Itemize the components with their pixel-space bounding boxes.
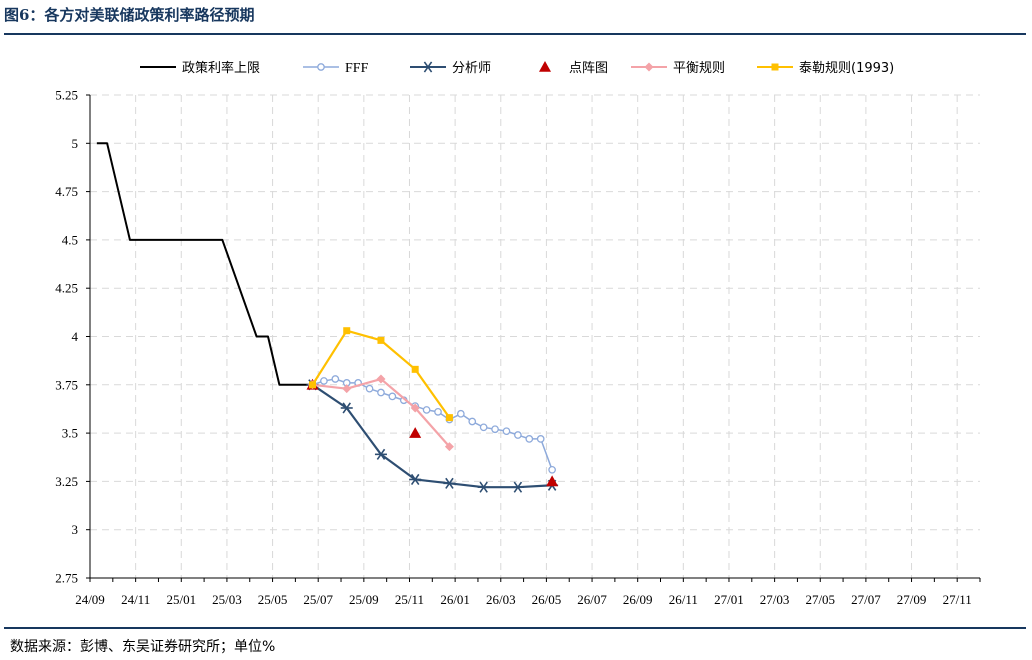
data-point xyxy=(434,407,442,416)
data-point xyxy=(444,442,454,452)
data-point xyxy=(443,477,456,489)
series xyxy=(96,142,313,386)
data-point xyxy=(548,465,556,474)
x-tick-label: 27/05 xyxy=(805,592,835,607)
x-tick-label: 25/11 xyxy=(395,592,424,607)
y-tick-label: 4.75 xyxy=(55,184,78,199)
legend-label: 点阵图 xyxy=(569,61,608,76)
series xyxy=(309,327,453,422)
legend-marker xyxy=(317,63,325,71)
data-point xyxy=(388,392,397,401)
legend-item: 政策利率上限 xyxy=(140,60,260,76)
data-point xyxy=(422,406,431,414)
data-point xyxy=(445,414,453,422)
data-point xyxy=(342,384,352,394)
data-point xyxy=(411,365,419,373)
legend-marker xyxy=(539,61,551,72)
x-tick-label: 26/11 xyxy=(669,592,698,607)
x-tick-label: 27/07 xyxy=(851,592,881,607)
data-point xyxy=(343,327,351,335)
figure-title: 图6：各方对美联储政策利率路径预期 xyxy=(4,6,255,24)
legend-marker xyxy=(422,61,434,73)
x-tick-label: 27/03 xyxy=(760,592,790,607)
y-tick-label: 3.5 xyxy=(62,426,78,441)
x-tick-label: 27/11 xyxy=(943,592,972,607)
y-tick-label: 4.25 xyxy=(55,281,78,296)
x-tick-label: 26/01 xyxy=(440,592,470,607)
x-tick-label: 25/07 xyxy=(303,592,333,607)
data-point xyxy=(320,377,328,385)
data-point xyxy=(468,417,477,426)
data-point xyxy=(365,384,374,393)
top-rule xyxy=(4,33,1026,35)
data-point xyxy=(456,409,465,418)
legend-marker xyxy=(644,62,654,72)
data-point xyxy=(309,381,316,389)
data-point xyxy=(377,388,385,397)
y-tick-label: 2.75 xyxy=(55,571,78,586)
source-note: 数据来源：彭博、东吴证券研究所；单位% xyxy=(10,639,276,655)
x-tick-label: 25/05 xyxy=(258,592,288,607)
x-tick-label: 27/01 xyxy=(714,592,744,607)
data-point xyxy=(477,481,490,493)
y-tick-label: 4.5 xyxy=(62,232,78,247)
series-line xyxy=(96,142,313,386)
data-point xyxy=(502,427,511,436)
legend-item: 平衡规则 xyxy=(631,61,725,76)
gridlines xyxy=(89,94,980,578)
x-tick-label: 25/09 xyxy=(349,592,379,607)
legend-item: 点阵图 xyxy=(539,61,608,76)
legend-marker xyxy=(771,63,779,71)
y-tick-label: 3 xyxy=(72,522,79,537)
x-tick-label: 24/11 xyxy=(121,592,150,607)
legend-label: FFF xyxy=(345,61,369,76)
legend-item: FFF xyxy=(303,61,369,76)
data-point xyxy=(374,448,387,460)
y-tick-label: 3.25 xyxy=(55,474,78,489)
series xyxy=(308,374,454,452)
data-point xyxy=(376,374,386,384)
series-line xyxy=(312,378,553,471)
x-tick-label: 27/09 xyxy=(897,592,927,607)
data-point xyxy=(331,375,340,383)
legend: 政策利率上限 FFF 分析师 点阵图 平衡规则 泰勒规则(1993) xyxy=(140,60,894,76)
series-group xyxy=(96,142,559,493)
y-axis-ticks: 2.75 3 3.25 3.5 3.75 4 4.25 4.5 4.75 5 5.25 xyxy=(55,88,90,586)
data-point xyxy=(409,473,422,486)
y-tick-label: 4 xyxy=(72,329,79,344)
x-tick-label: 26/07 xyxy=(577,592,607,607)
data-point xyxy=(536,435,545,443)
data-point xyxy=(491,425,499,434)
legend-label: 泰勒规则(1993) xyxy=(799,61,894,76)
bottom-rule xyxy=(4,627,1026,629)
legend-label: 政策利率上限 xyxy=(182,60,260,76)
data-point xyxy=(340,402,353,414)
legend-item: 泰勒规则(1993) xyxy=(757,61,894,76)
data-point xyxy=(546,475,559,487)
x-tick-label: 25/03 xyxy=(212,592,242,607)
data-point xyxy=(511,481,524,493)
data-point xyxy=(514,431,522,439)
y-tick-label: 3.75 xyxy=(55,377,78,392)
x-tick-label: 26/03 xyxy=(486,592,516,607)
y-tick-label: 5 xyxy=(72,136,79,151)
data-point xyxy=(479,423,488,432)
legend-label: 分析师 xyxy=(452,61,491,76)
data-point xyxy=(525,435,534,443)
x-axis-ticks: 24/09 24/11 25/01 25/03 25/05 25/07 25/09 25/11… xyxy=(75,578,981,607)
legend-label: 平衡规则 xyxy=(673,61,725,76)
x-tick-label: 25/01 xyxy=(166,592,196,607)
data-point xyxy=(409,427,422,438)
data-point xyxy=(410,403,420,413)
y-tick-label: 5.25 xyxy=(55,88,78,103)
legend-item: 分析师 xyxy=(410,61,491,76)
x-tick-label: 24/09 xyxy=(75,592,105,607)
x-tick-label: 26/09 xyxy=(623,592,653,607)
x-tick-label: 26/05 xyxy=(532,592,562,607)
data-point xyxy=(377,336,385,344)
